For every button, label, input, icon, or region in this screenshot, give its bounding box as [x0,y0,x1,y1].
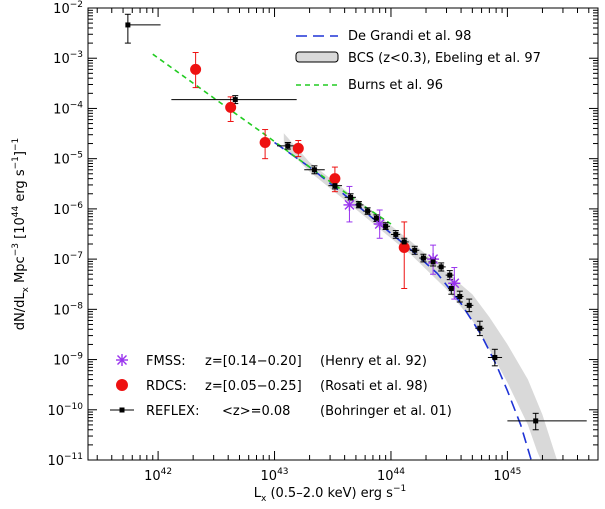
legend-fmss-marker [116,354,128,366]
rdcs-point [190,63,202,75]
fmss-point [343,198,356,211]
y-axis-label: dN/dLx Mpc−3 [1044 erg s−1]−1 [11,138,31,330]
legend-reflex-marker [110,407,134,413]
legend-fmss-name: FMSS: [146,354,186,369]
y-tick-label: 10−9 [53,352,83,369]
data-markers [125,22,539,424]
x-tick-label-42: 1042 [144,467,172,484]
reflex-point [420,255,426,261]
reflex-point [466,302,472,308]
legend-rdcs-ref: (Rosati et al. 98) [320,379,428,394]
y-tick-label: 10−5 [53,151,83,168]
y-tick-label: 10−11 [47,452,83,469]
band-layer [283,133,558,460]
plot-frame [87,7,599,461]
reflex-point [447,272,453,278]
y-tick-label: 10−8 [53,301,83,318]
reflex-point [232,97,238,103]
reflex-point [438,264,444,270]
legend-bottom: FMSS: z=[0.14−0.20] (Henry et al. 92) RD… [110,354,452,419]
degrandi-curve [274,141,533,460]
reflex-point [492,354,498,360]
x-axis-label: Lx (0.5–2.0 keV) erg s−1 [254,484,406,504]
legend-degrandi-label: De Grandi et al. 98 [348,29,471,44]
reflex-point [332,183,338,189]
rdcs-point [292,142,304,154]
x-tick-label-43: 1043 [261,467,289,484]
y-tick-label: 10−3 [53,50,83,67]
fmss-point [373,218,386,231]
reflex-point [457,294,463,300]
reflex-point [365,208,371,214]
reflex-point [311,167,317,173]
reflex-point [356,202,362,208]
legend-bcs-swatch [295,51,339,63]
bcs-band-area [283,133,558,460]
y-tick-label: 10−2 [53,0,83,17]
legend-fmss-ref: (Henry et al. 92) [320,354,427,369]
rdcs-point [259,136,271,148]
rdcs-point [225,101,237,113]
legend-burns-label: Burns et al. 96 [348,78,443,93]
reflex-point [373,215,379,221]
reflex-point [125,22,131,28]
reflex-point [533,418,539,424]
reflex-point [448,285,454,291]
legend-reflex-z: <z>=0.08 [222,404,290,419]
x-tick-label-45: 1045 [493,467,521,484]
x-tick-labels: 1042 1043 1044 1045 [144,467,521,484]
reflex-point [477,325,483,331]
legend-fmss-z: z=[0.14−0.20] [205,354,302,369]
legend-bcs-label: BCS (z<0.3), Ebeling et al. 97 [348,51,541,66]
legend-rdcs-name: RDCS: [146,379,187,394]
reflex-point [285,143,291,149]
legend-rdcs-marker [116,379,128,391]
x-tick-label-44: 1044 [377,467,405,484]
reflex-point [430,259,436,265]
reflex-point [383,223,389,229]
reflex-point [401,239,407,245]
reflex-point [348,194,354,200]
reflex-point [412,247,418,253]
legend-reflex-ref: (Bohringer et al. 01) [320,404,452,419]
y-tick-label: 10−10 [47,402,83,419]
reflex-point [393,231,399,237]
legend-rdcs-z: z=[0.05−0.25] [205,379,302,394]
rdcs-point [398,242,410,254]
y-tick-labels: 10−2 10−3 10−4 10−5 10−6 10−7 10−8 10−9 … [47,0,83,469]
legend-reflex-name: REFLEX: [146,404,199,419]
y-tick-label: 10−6 [53,201,83,218]
y-tick-label: 10−7 [53,251,83,268]
rdcs-point [329,173,341,185]
axis-ticks [88,7,599,461]
legend-top: De Grandi et al. 98 BCS (z<0.3), Ebeling… [295,29,541,93]
y-tick-label: 10−4 [53,100,83,117]
